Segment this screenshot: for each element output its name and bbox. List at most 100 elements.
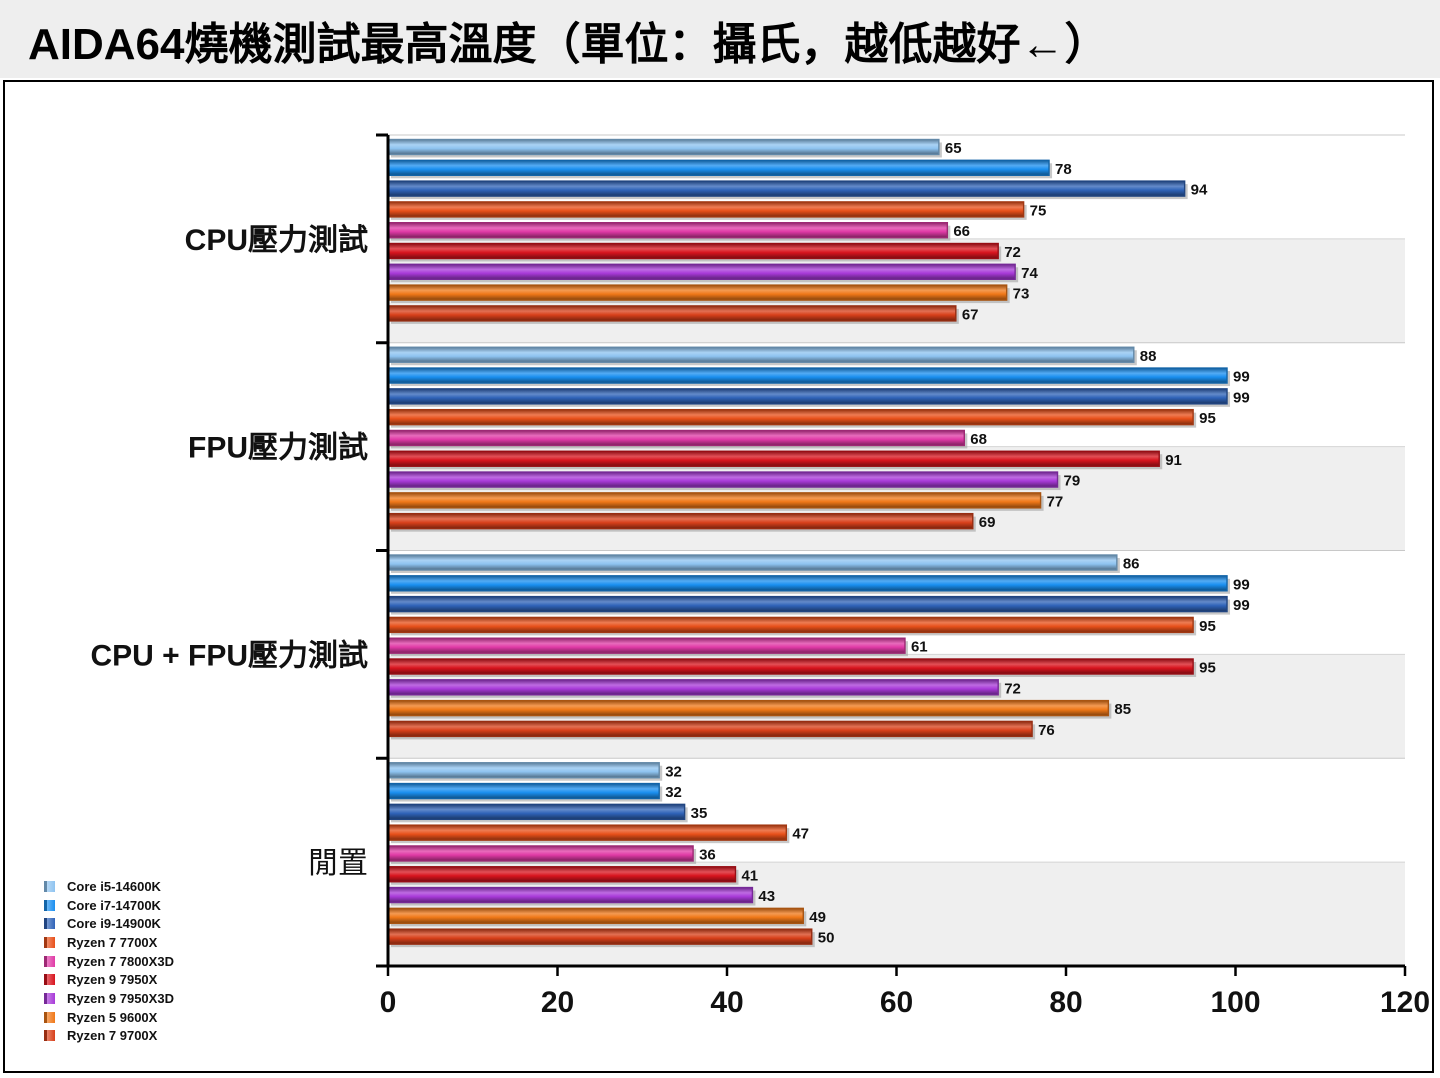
- x-tick-label: 80: [1049, 986, 1082, 1019]
- value-label: 91: [1165, 452, 1182, 469]
- value-label: 99: [1233, 389, 1250, 406]
- value-label: 69: [979, 514, 996, 531]
- legend-label: Ryzen 9 7950X: [67, 972, 158, 988]
- bar: [387, 679, 999, 696]
- legend-swatch: [44, 1011, 55, 1023]
- value-label: 43: [758, 888, 775, 905]
- value-label: 99: [1233, 597, 1250, 614]
- value-label: 50: [818, 930, 835, 947]
- value-label: 68: [970, 431, 987, 448]
- bar: [387, 159, 1050, 177]
- title-bar: AIDA64燒機測試最高溫度（單位：攝氏，越低越好←）: [0, 0, 1440, 78]
- bar: [387, 305, 957, 322]
- legend-label: Ryzen 7 9700X: [67, 1028, 158, 1044]
- legend-label: Ryzen 5 9600X: [67, 1009, 158, 1025]
- value-label: 35: [691, 805, 708, 822]
- value-label: 95: [1199, 410, 1216, 427]
- bar: [387, 866, 737, 883]
- x-tick-label: 60: [880, 986, 913, 1019]
- x-tick-label: 40: [710, 986, 743, 1019]
- value-label: 32: [665, 763, 682, 780]
- legend-swatch: [44, 1030, 55, 1042]
- bar: [387, 263, 1016, 280]
- bar: [387, 803, 686, 821]
- category-label: CPU + FPU壓力測試: [90, 638, 368, 672]
- value-label: 76: [1038, 722, 1055, 739]
- bar: [387, 242, 999, 260]
- value-label: 94: [1191, 182, 1208, 199]
- value-label: 95: [1199, 660, 1216, 677]
- bar: [387, 429, 965, 447]
- bar: [387, 824, 788, 841]
- bar: [387, 408, 1194, 426]
- bar: [387, 762, 660, 779]
- bars-layer: 6578947566727473678899999568917977698699…: [387, 138, 1250, 948]
- value-label: 78: [1055, 161, 1072, 178]
- bar: [387, 346, 1135, 363]
- value-label: 72: [1004, 680, 1021, 697]
- bar: [387, 595, 1228, 613]
- value-label: 88: [1140, 348, 1157, 365]
- legend-swatch: [44, 880, 55, 892]
- bar: [387, 450, 1160, 467]
- bar: [387, 388, 1228, 405]
- legend-label: Core i7-14700K: [67, 897, 161, 913]
- legend-swatch: [44, 936, 55, 948]
- category-label: 閒置: [308, 847, 368, 880]
- legend-label: Ryzen 9 7950X3D: [67, 990, 174, 1006]
- value-label: 47: [792, 826, 809, 843]
- bar: [387, 180, 1186, 197]
- legend-item: Ryzen 5 9600X: [44, 1008, 174, 1027]
- bar: [387, 471, 1059, 488]
- bar: [387, 699, 1110, 717]
- legend-label: Core i9-14900K: [67, 916, 161, 932]
- bar: [387, 367, 1228, 384]
- legend-item: Ryzen 7 7800X3D: [44, 952, 174, 971]
- bar: [387, 554, 1118, 571]
- category-label: CPU壓力測試: [185, 223, 368, 257]
- value-label: 85: [1114, 701, 1131, 718]
- bar: [387, 637, 906, 654]
- bar: [387, 492, 1042, 509]
- value-label: 61: [911, 639, 928, 656]
- category-label: FPU壓力測試: [188, 431, 368, 465]
- legend-label: Core i5-14600K: [67, 878, 161, 894]
- bar: [387, 512, 974, 530]
- bar: [387, 928, 813, 945]
- bar: [387, 138, 940, 156]
- bar: [387, 907, 804, 925]
- bar: [387, 720, 1033, 738]
- x-tick-label: 100: [1210, 986, 1260, 1019]
- legend-item: Core i7-14700K: [44, 896, 174, 915]
- legend-swatch: [44, 974, 55, 986]
- legend-item: Ryzen 9 7950X3D: [44, 989, 174, 1008]
- x-tick-label: 20: [541, 986, 574, 1019]
- value-label: 49: [809, 909, 826, 926]
- legend-swatch: [44, 899, 55, 911]
- value-label: 77: [1047, 493, 1064, 510]
- chart-title: AIDA64燒機測試最高溫度（單位：攝氏，越低越好←）: [28, 20, 1109, 69]
- legend: Core i5-14600K Core i7-14700K Core i9-1490…: [44, 877, 174, 1045]
- value-label: 75: [1030, 202, 1047, 219]
- bar: [387, 575, 1228, 592]
- value-label: 32: [665, 784, 682, 801]
- bar: [387, 201, 1025, 218]
- x-tick-label: 120: [1380, 986, 1430, 1019]
- value-label: 99: [1233, 369, 1250, 386]
- bar: [387, 616, 1194, 634]
- bar: [387, 886, 754, 904]
- legend-item: Core i5-14600K: [44, 877, 174, 896]
- value-label: 67: [962, 306, 979, 323]
- value-label: 95: [1199, 618, 1216, 635]
- value-label: 65: [945, 140, 962, 157]
- value-label: 73: [1013, 286, 1030, 303]
- x-tick-label: 0: [380, 986, 397, 1019]
- value-label: 66: [953, 223, 970, 240]
- value-label: 86: [1123, 556, 1140, 573]
- legend-item: Ryzen 9 7950X: [44, 970, 174, 989]
- value-label: 74: [1021, 265, 1038, 282]
- value-label: 72: [1004, 244, 1021, 261]
- legend-swatch: [44, 918, 55, 930]
